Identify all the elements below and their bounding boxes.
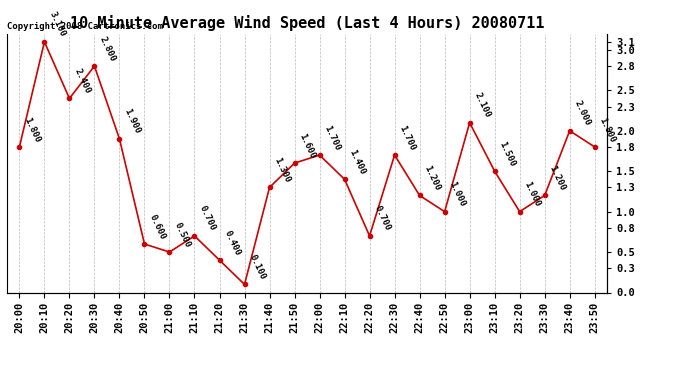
Text: 2.100: 2.100 bbox=[473, 91, 492, 120]
Text: 1.500: 1.500 bbox=[497, 140, 518, 168]
Text: 1.900: 1.900 bbox=[122, 108, 142, 136]
Text: Copyright 2008 Cartronics.com: Copyright 2008 Cartronics.com bbox=[7, 22, 163, 31]
Text: 1.700: 1.700 bbox=[397, 124, 417, 152]
Text: 1.700: 1.700 bbox=[322, 124, 342, 152]
Text: 0.600: 0.600 bbox=[148, 213, 167, 241]
Text: 3.100: 3.100 bbox=[48, 10, 67, 39]
Text: 1.000: 1.000 bbox=[448, 180, 467, 209]
Text: 0.700: 0.700 bbox=[197, 204, 217, 232]
Title: 10 Minute Average Wind Speed (Last 4 Hours) 20080711: 10 Minute Average Wind Speed (Last 4 Hou… bbox=[70, 15, 544, 31]
Text: 1.800: 1.800 bbox=[598, 116, 618, 144]
Text: 1.200: 1.200 bbox=[548, 164, 567, 192]
Text: 0.400: 0.400 bbox=[222, 229, 242, 257]
Text: 0.100: 0.100 bbox=[248, 253, 267, 281]
Text: 1.300: 1.300 bbox=[273, 156, 292, 184]
Text: 2.800: 2.800 bbox=[97, 35, 117, 63]
Text: 1.000: 1.000 bbox=[522, 180, 542, 209]
Text: 1.200: 1.200 bbox=[422, 164, 442, 192]
Text: 0.700: 0.700 bbox=[373, 204, 392, 232]
Text: 0.500: 0.500 bbox=[172, 220, 192, 249]
Text: 1.600: 1.600 bbox=[297, 132, 317, 160]
Text: 2.000: 2.000 bbox=[573, 99, 592, 128]
Text: 2.400: 2.400 bbox=[72, 67, 92, 95]
Text: 1.800: 1.800 bbox=[22, 116, 42, 144]
Text: 1.400: 1.400 bbox=[348, 148, 367, 176]
